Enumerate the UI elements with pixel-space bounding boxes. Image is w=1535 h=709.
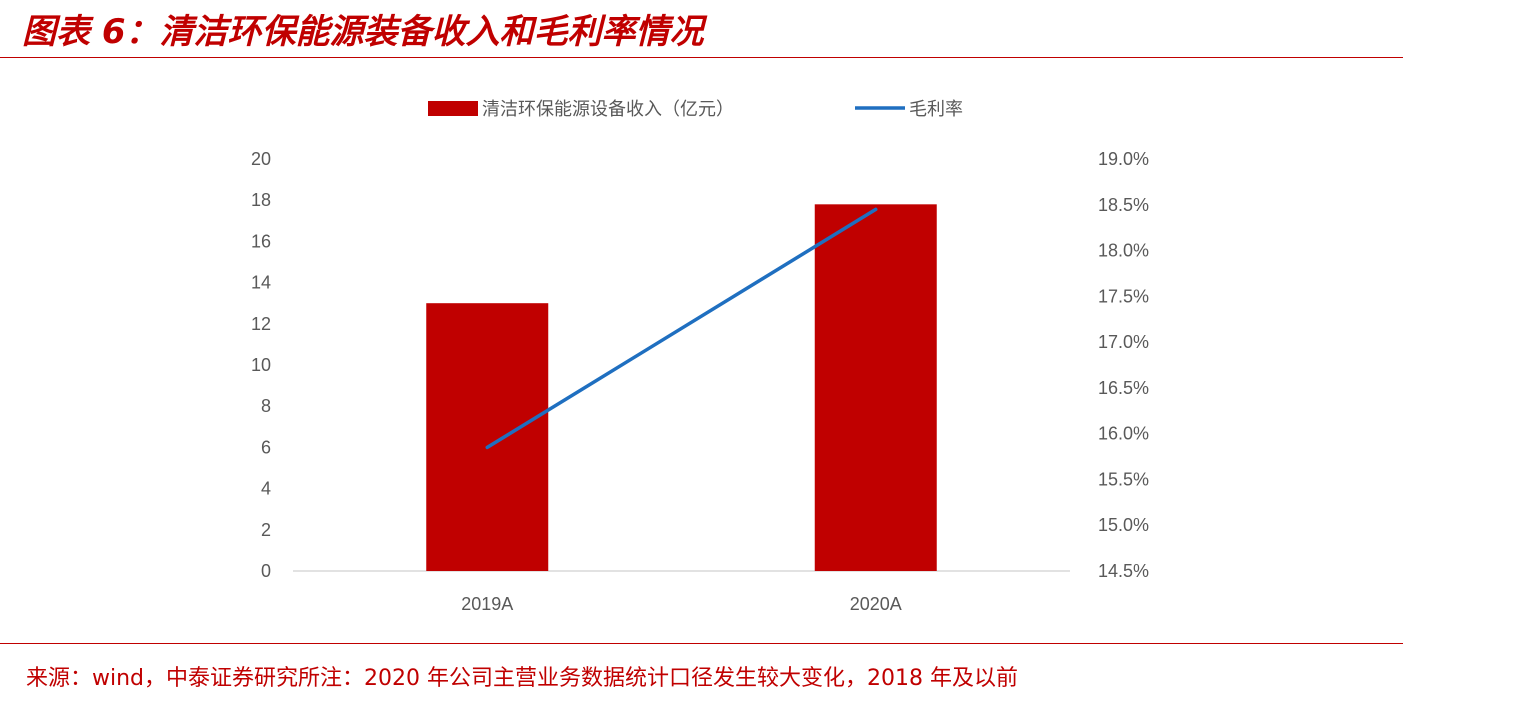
- bar: [814, 204, 937, 571]
- combo-chart: 清洁环保能源设备收入（亿元） 毛利率 0 2 4 6 8 10 12 14 16 18 20 14.5…: [251, 99, 1149, 614]
- bar-series: [426, 204, 937, 571]
- left-tick-label: 18: [251, 190, 271, 210]
- left-tick-label: 0: [261, 561, 271, 581]
- chart-legend: 清洁环保能源设备收入（亿元） 毛利率: [428, 99, 963, 120]
- left-tick-label: 20: [251, 149, 271, 169]
- right-tick-label: 17.5%: [1098, 286, 1149, 306]
- right-tick-label: 15.5%: [1098, 469, 1149, 489]
- right-axis: 14.5% 15.0% 15.5% 16.0% 16.5% 17.0% 17.5% 18.0%…: [1098, 149, 1149, 581]
- legend-swatch-bar: [428, 101, 478, 116]
- footer-rule: [0, 643, 1403, 644]
- title-rule: [0, 57, 1403, 58]
- right-tick-label: 19.0%: [1098, 149, 1149, 169]
- source-note: 来源：wind，中泰证券研究所注：2020 年公司主营业务数据统计口径发生较大变…: [26, 666, 1018, 691]
- right-tick-label: 17.0%: [1098, 332, 1149, 352]
- left-tick-label: 12: [251, 314, 271, 334]
- left-tick-label: 8: [261, 396, 271, 416]
- margin-line: [485, 207, 878, 450]
- right-tick-label: 16.0%: [1098, 424, 1149, 444]
- right-tick-label: 14.5%: [1098, 561, 1149, 581]
- right-tick-label: 18.0%: [1098, 241, 1149, 261]
- bar: [426, 303, 549, 571]
- left-tick-label: 14: [251, 273, 271, 293]
- x-tick-label: 2019A: [461, 594, 513, 614]
- legend-label-line: 毛利率: [909, 99, 963, 120]
- legend-label-bar: 清洁环保能源设备收入（亿元）: [482, 99, 734, 120]
- x-tick-label: 2020A: [850, 594, 902, 614]
- left-tick-label: 4: [261, 479, 271, 499]
- right-tick-label: 18.5%: [1098, 195, 1149, 215]
- right-tick-label: 15.0%: [1098, 515, 1149, 535]
- x-axis: 2019A 2020A: [461, 594, 902, 614]
- left-tick-label: 2: [261, 520, 271, 540]
- left-tick-label: 6: [261, 437, 271, 457]
- figure-title: 图表 6：清洁环保能源装备收入和毛利率情况: [22, 12, 704, 52]
- line-series: [485, 207, 878, 450]
- right-tick-label: 16.5%: [1098, 378, 1149, 398]
- left-tick-label: 16: [251, 231, 271, 251]
- left-axis: 0 2 4 6 8 10 12 14 16 18 20: [251, 149, 271, 581]
- left-tick-label: 10: [251, 355, 271, 375]
